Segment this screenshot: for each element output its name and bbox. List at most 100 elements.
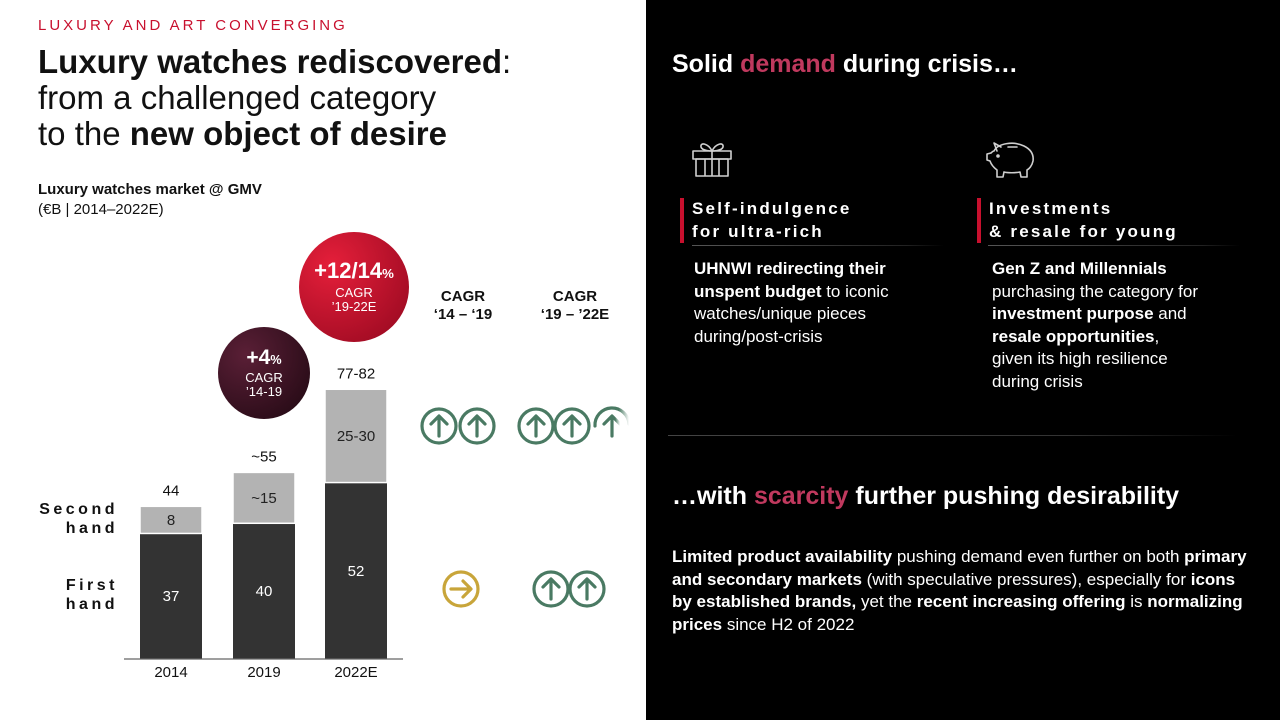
col1-heading: Self-indulgence for ultra-rich [680, 197, 852, 243]
col1-body-text-3: during/post-crisis [694, 326, 823, 346]
row-label-second-hand: Second hand [8, 500, 118, 538]
demand-title: Solid demand during crisis… [672, 50, 1018, 79]
section-divider [668, 435, 1238, 436]
bubble2-value: +12/14 [314, 257, 383, 283]
scarcity-bold-1: Limited product availability [672, 547, 893, 566]
col2-body-bold-2: investment purpose [992, 304, 1154, 323]
col2-body-text-5: during crisis [992, 371, 1083, 391]
left-panel: LUXURY AND ART CONVERGING Luxury watches… [8, 17, 631, 681]
x-tick-2014: 2014 [154, 664, 187, 681]
arrows-second-14-19 [420, 407, 496, 445]
headline-bold-1: Luxury watches rediscovered [38, 43, 503, 80]
x-tick-2022E: 2022E [334, 664, 377, 681]
demand-title-post: during crisis… [835, 50, 1018, 78]
scarcity-text-3: yet the [856, 592, 917, 611]
col2-divider [988, 245, 1240, 246]
arrow-up-circle-partial-icon [593, 406, 631, 438]
demand-title-accent: demand [740, 50, 836, 78]
col1-heading-line1: Self-indulgence [692, 199, 852, 218]
cagr-bubble-19-22: +12/14% CAGR ’19-22E [299, 232, 409, 342]
bar-first-hand-2022E [325, 482, 387, 659]
col2-body-text-4: given its high resilience [992, 349, 1168, 368]
col1-body-bold-2: unspent budget [694, 281, 822, 301]
scarcity-text-1: pushing demand even further on both [892, 547, 1185, 566]
col2-body-bold-1: Gen Z and Millennials [992, 259, 1167, 278]
scarcity-text-4: is [1125, 592, 1148, 611]
arrow-up-circle-icon [532, 570, 570, 608]
page-headline: Luxury watches rediscovered: from a chal… [38, 44, 511, 152]
row-label-first-line2: hand [65, 596, 118, 613]
arrows-first-19-22 [532, 570, 606, 608]
bubble1-value: +4 [246, 345, 271, 369]
col1-divider [692, 245, 944, 246]
cagr-header-2-line1: CAGR [552, 288, 598, 305]
col2-body-text-3: , [1154, 326, 1160, 346]
row-label-first-hand: First hand [8, 576, 118, 614]
scarcity-title-pre: …with [672, 482, 754, 510]
x-tick-2019: 2019 [247, 664, 280, 681]
arrow-first-14-19 [442, 570, 480, 608]
bubble2-label: CAGR [335, 284, 373, 300]
cagr-header-14-19: CAGR ‘14 – ‘19 [408, 288, 518, 324]
bar-label-second-2014: 8 [167, 512, 175, 529]
bar-label-first-2019: 40 [256, 583, 273, 600]
piggy-bank-icon [986, 142, 1034, 178]
scarcity-bold-4: recent increasing offering [916, 592, 1126, 611]
scarcity-bold-3: icons by established brands, [672, 569, 1236, 612]
bar-label-first-2022E: 52 [348, 563, 365, 580]
gift-icon [692, 143, 732, 177]
scarcity-title-accent: scarcity [753, 482, 849, 510]
headline-bold-2: new object of desire [129, 115, 447, 152]
scarcity-bold-5: normalizing prices [672, 592, 1243, 634]
arrow-up-circle-icon [568, 570, 606, 608]
arrow-up-circle-icon [420, 407, 458, 445]
arrow-up-circle-icon [458, 407, 496, 445]
headline-colon: : [502, 43, 512, 80]
headline-line-2: from a challenged category [38, 79, 437, 116]
col1-body: UHNWI redirecting their unspent budget t… [694, 258, 954, 348]
bar-label-second-2022E: 25-30 [337, 428, 375, 445]
bubble1-period: ’14-19 [245, 384, 283, 399]
arrows-second-19-22 [517, 406, 631, 445]
row-label-first-line1: First [65, 577, 118, 594]
col2-body-text-2: and [1153, 304, 1187, 323]
col2-heading-line2: & resale for young [989, 222, 1178, 241]
col2-heading-line1: Investments [989, 199, 1113, 218]
bar-total-2014: 44 [163, 482, 180, 499]
arrow-right-circle-icon [442, 570, 480, 608]
cagr-header-1-line2: ‘14 – ‘19 [433, 306, 493, 323]
scarcity-title-post: further pushing desirability [848, 482, 1180, 510]
right-panel: Solid demand during crisis… Self-indulge… [646, 0, 1280, 720]
scarcity-bold-2: primary and secondary markets [672, 547, 1247, 589]
row-label-second-line1: Second [39, 501, 118, 518]
scarcity-title: …with scarcity further pushing desirabil… [672, 482, 1179, 511]
section-kicker: LUXURY AND ART CONVERGING [38, 17, 348, 34]
bar-second-hand-2014 [139, 505, 203, 535]
arrow-up-circle-icon [517, 407, 555, 445]
row-label-second-line2: hand [65, 520, 118, 537]
col1-body-text-2: watches/unique pieces [694, 304, 867, 323]
cagr-bubble-14-19: +4% CAGR ’14-19 [218, 327, 310, 419]
bar-label-first-2014: 37 [163, 588, 180, 605]
arrow-up-circle-icon [553, 407, 591, 445]
bar-total-2019: ~55 [251, 448, 276, 465]
bar-second-hand-2022E [324, 388, 388, 484]
bar-first-hand-2019 [233, 523, 295, 659]
cagr-header-2-line2: ‘19 – ’22E [540, 306, 610, 323]
scarcity-text-2: (with speculative pressures), especially… [861, 569, 1191, 589]
col2-body: Gen Z and Millennials purchasing the cat… [992, 258, 1262, 393]
chart-unit: (€B | 2014–2022E) [38, 201, 164, 218]
scarcity-body: Limited product availability pushing dem… [672, 546, 1252, 636]
bar-total-2022E: 77-82 [337, 365, 375, 382]
col2-heading: Investments & resale for young [977, 197, 1178, 243]
stacked-bar-chart: 37 8 44 2014 40 ~15 ~55 2019 52 25-30 77-82 2022E [124, 365, 403, 681]
chart-title: Luxury watches market @ GMV [38, 181, 262, 198]
cagr-header-19-22: CAGR ‘19 – ’22E [520, 288, 630, 324]
bubble2-period: ’19-22E [331, 299, 377, 314]
col2-body-bold-3: resale opportunities [992, 326, 1155, 346]
cagr-header-1-line1: CAGR [440, 288, 486, 305]
col1-body-bold-1: UHNWI redirecting their [694, 259, 886, 278]
col1-heading-line2: for ultra-rich [692, 222, 824, 241]
bubble1-pct: % [270, 352, 282, 367]
bubble2-pct: % [382, 265, 394, 281]
